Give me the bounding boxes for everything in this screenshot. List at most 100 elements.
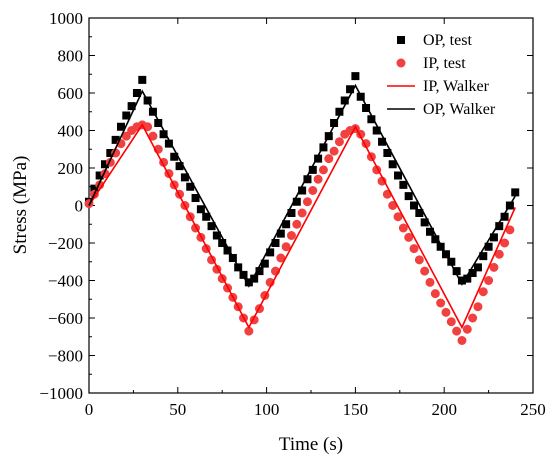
- data-point-op-test: [207, 222, 216, 231]
- x-tick-label: 100: [254, 400, 280, 419]
- y-tick-label: 600: [58, 84, 84, 103]
- data-point-op-test: [111, 135, 120, 144]
- data-point-ip-test: [420, 266, 430, 276]
- data-point-ip-test: [404, 232, 414, 242]
- data-point-op-test: [362, 104, 371, 112]
- data-point-op-test: [154, 119, 163, 127]
- data-point-op-test: [122, 111, 131, 120]
- data-point-op-test: [495, 222, 504, 231]
- data-point-op-test: [346, 85, 355, 94]
- series-line-ip-walker: [88, 123, 516, 330]
- data-point-ip-test: [500, 238, 510, 248]
- data-point-op-test: [351, 72, 360, 81]
- legend-item: IP, Walker: [387, 78, 490, 95]
- data-point-ip-test: [244, 326, 254, 336]
- data-point-op-test: [271, 239, 280, 247]
- data-point-op-test: [452, 267, 461, 276]
- y-tick-label: −600: [48, 309, 83, 328]
- legend-label: OP, test: [423, 32, 472, 49]
- legend-marker-swatch: [396, 58, 406, 68]
- data-point-op-test: [415, 209, 424, 217]
- data-point-ip-test: [409, 244, 419, 254]
- data-point-op-test: [100, 160, 109, 169]
- data-point-ip-test: [308, 186, 318, 195]
- series-line-op-walker: [88, 83, 516, 288]
- data-point-ip-test: [398, 223, 408, 233]
- data-point-op-test: [127, 102, 136, 111]
- y-tick-label: 0: [75, 197, 84, 216]
- data-point-op-test: [255, 267, 264, 276]
- data-point-op-test: [95, 171, 104, 180]
- data-point-op-test: [303, 175, 312, 184]
- data-point-op-test: [330, 119, 339, 127]
- data-point-ip-test: [425, 277, 435, 287]
- data-point-op-test: [399, 180, 408, 189]
- data-point-op-test: [106, 149, 115, 157]
- data-point-op-test: [244, 278, 253, 287]
- data-point-op-test: [372, 126, 381, 135]
- data-point-op-test: [463, 274, 472, 283]
- data-point-ip-test: [473, 302, 483, 312]
- data-point-ip-test: [143, 122, 153, 132]
- x-axis-title: Time (s): [279, 434, 343, 455]
- data-point-ip-test: [489, 262, 499, 272]
- data-point-ip-test: [121, 131, 131, 141]
- data-point-op-test: [420, 218, 429, 227]
- data-point-ip-test: [414, 255, 424, 265]
- legend-label: IP, Walker: [423, 78, 490, 95]
- data-point-ip-test: [377, 176, 387, 186]
- y-tick-label: 800: [58, 47, 84, 66]
- data-point-ip-test: [148, 131, 158, 141]
- data-point-op-test: [425, 227, 434, 236]
- data-point-op-test: [196, 205, 205, 214]
- data-point-op-test: [436, 242, 445, 251]
- legend-item: OP, test: [397, 32, 472, 49]
- data-point-ip-test: [462, 324, 472, 334]
- data-point-op-test: [457, 276, 466, 285]
- data-point-ip-test: [329, 146, 339, 156]
- data-point-ip-test: [297, 208, 307, 218]
- data-point-ip-test: [505, 225, 515, 235]
- data-point-op-test: [282, 220, 291, 229]
- data-point-op-test: [394, 171, 403, 180]
- data-point-op-test: [287, 209, 296, 217]
- y-tick-label: −400: [48, 272, 83, 291]
- data-point-op-test: [138, 75, 147, 84]
- y-tick-label: −800: [48, 347, 83, 366]
- data-point-ip-test: [324, 154, 334, 164]
- data-point-op-test: [175, 162, 184, 171]
- data-point-op-test: [266, 248, 275, 257]
- data-point-ip-test: [452, 326, 462, 336]
- data-point-ip-test: [334, 137, 344, 147]
- data-point-op-test: [202, 212, 211, 221]
- data-point-ip-test: [388, 201, 398, 210]
- data-point-ip-test: [484, 276, 494, 285]
- data-point-ip-test: [468, 313, 478, 323]
- data-point-op-test: [383, 149, 392, 157]
- data-point-op-test: [164, 139, 173, 148]
- data-point-ip-test: [478, 287, 488, 297]
- legend-label: OP, Walker: [423, 101, 496, 118]
- y-axis-title: Stress (MPa): [10, 156, 31, 255]
- data-point-ip-test: [318, 165, 328, 175]
- y-tick-label: 200: [58, 159, 84, 178]
- data-point-op-test: [431, 235, 440, 244]
- x-tick-label: 50: [169, 400, 186, 419]
- data-point-op-test: [447, 257, 456, 266]
- data-point-op-test: [378, 137, 387, 146]
- data-point-op-test: [292, 197, 301, 206]
- x-tick-label: 200: [431, 400, 457, 419]
- legend-marker-swatch: [397, 36, 405, 44]
- y-tick-label: −1000: [39, 384, 83, 403]
- data-point-op-test: [500, 212, 509, 221]
- data-point-op-test: [468, 269, 477, 277]
- data-point-op-test: [479, 252, 488, 261]
- data-point-op-test: [314, 154, 323, 163]
- series-ip-walker: [88, 123, 516, 330]
- x-tick-label: 150: [343, 400, 369, 419]
- data-point-op-test: [132, 89, 141, 97]
- x-tick-label: 0: [85, 400, 94, 419]
- series-op-walker: [88, 83, 516, 288]
- data-point-ip-test: [441, 307, 451, 317]
- data-point-ip-test: [436, 298, 446, 308]
